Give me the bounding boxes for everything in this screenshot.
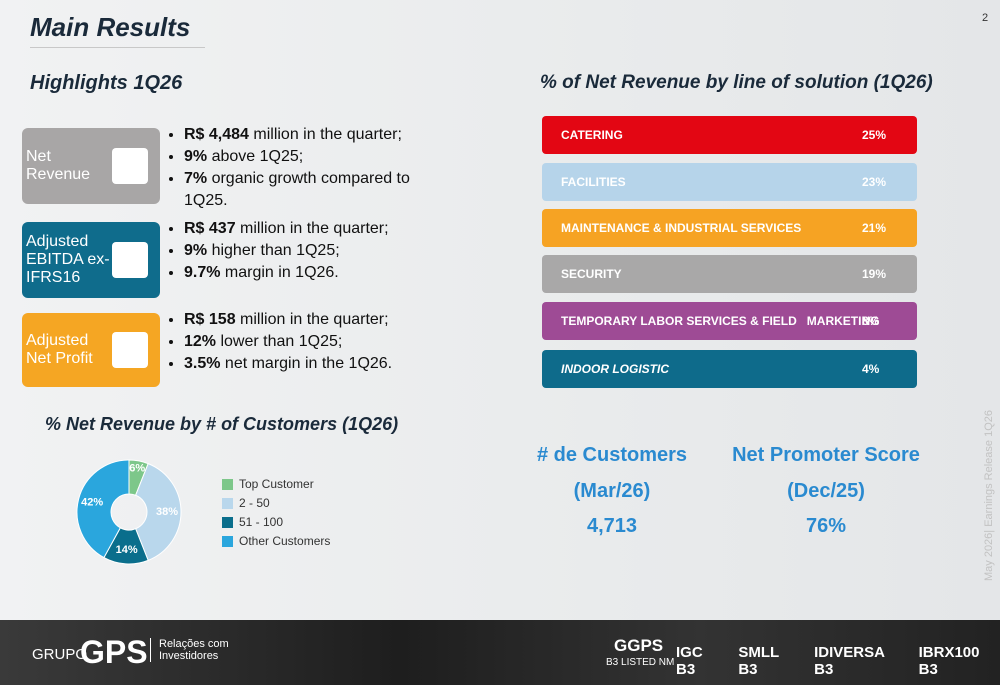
solution-bar: INDOOR LOGISTIC 4% — [542, 350, 917, 388]
section-title: Highlights 1Q26 — [30, 72, 183, 94]
highlight-box: Adjusted EBITDA ex-IFRS16 — [22, 222, 160, 298]
bullet-text: higher than 1Q25; — [207, 242, 340, 259]
index-logo: IGC B3 — [676, 644, 703, 678]
bullet-bold: R$ 437 — [184, 220, 236, 237]
bullet: 3.5% net margin in the 1Q26. — [184, 353, 414, 375]
solution-name: FACILITIES — [561, 175, 626, 189]
bullet: 9% higher than 1Q25; — [184, 240, 414, 262]
kpi-title: # de Customers — [536, 444, 688, 466]
section-title: % of Net Revenue by line of solution (1Q… — [540, 72, 933, 93]
legend-label: Other Customers — [239, 534, 330, 548]
page-number: 2 — [982, 12, 989, 24]
bullet-text: net margin in the 1Q26. — [220, 355, 393, 372]
slice-label: 14% — [116, 544, 138, 556]
footer: GRUPO GPS Relações com Investidores GGPS… — [0, 620, 1000, 685]
solution-share: 21% — [862, 221, 887, 235]
bullet: 7% organic growth compared to 1Q25. — [184, 168, 414, 212]
solution-bar: FACILITIES 23% — [542, 163, 917, 201]
bullet-bold: 7% — [184, 170, 208, 187]
bullet-text: million in the quarter; — [235, 220, 389, 237]
bullet-bold: 9% — [184, 148, 208, 165]
bullet-bold: 12% — [184, 333, 217, 350]
highlight-label: Net Revenue — [26, 148, 91, 183]
solution-share: 23% — [862, 175, 887, 189]
solution-name: TEMPORARY LABOR SERVICES & FIELD MARKETI… — [561, 314, 880, 328]
slice-label: 42% — [81, 496, 103, 508]
solution-bar: CATERING 25% — [542, 116, 917, 154]
indices: IGC B3 SMLL B3 IDIVERSA B3 IBRX100 B3 — [676, 644, 1000, 678]
bullet-text: above 1Q25; — [207, 148, 304, 165]
solution-bar: TEMPORARY LABOR SERVICES & FIELD MARKETI… — [542, 302, 917, 340]
slide-title: Main Results — [30, 12, 191, 42]
highlight-label: Adjusted EBITDA ex-IFRS16 — [26, 233, 110, 286]
solution-share: 25% — [862, 128, 887, 142]
bullet: R$ 4,484 million in the quarter; — [184, 124, 414, 146]
bullet: 9% above 1Q25; — [184, 146, 414, 168]
donut-slice — [134, 463, 182, 561]
solution-share: 8% — [862, 314, 880, 328]
listing: GGPS — [614, 636, 664, 655]
slice-label: 6% — [129, 463, 145, 475]
slice-label: 38% — [156, 506, 178, 518]
kpi-period: (Mar/26) — [573, 480, 651, 502]
brand: GPS — [80, 634, 148, 670]
solution-share: 19% — [862, 267, 887, 281]
highlight-icon — [112, 332, 148, 368]
donut-slice — [76, 459, 130, 559]
kpi-value: 76% — [805, 515, 847, 537]
side-note: May 2026| Earnings Release 1Q26 — [983, 410, 995, 582]
index-logo: IBRX100 B3 — [918, 644, 980, 678]
bullet-text: million in the quarter; — [248, 126, 402, 143]
bullet-text: margin in 1Q26. — [220, 264, 339, 281]
title-rule — [30, 47, 205, 48]
bullet-bold: 9.7% — [184, 264, 221, 281]
solution-bar: MAINTENANCE & INDUSTRIAL SERVICES 21% — [542, 209, 917, 247]
legend-swatch — [222, 536, 233, 547]
bullet: R$ 158 million in the quarter; — [184, 309, 414, 331]
bullet-bold: R$ 4,484 — [184, 126, 249, 143]
solution-share: 4% — [862, 362, 880, 376]
legend-label: 2 - 50 — [239, 496, 270, 510]
index-logo: IDIVERSA B3 — [814, 644, 885, 678]
bullet-text: lower than 1Q25; — [216, 333, 343, 350]
legend-swatch — [222, 517, 233, 528]
legend-swatch — [222, 498, 233, 509]
bullet-list: R$ 4,484 million in the quarter;9% above… — [168, 124, 414, 212]
kpi-title: Net Promoter Score — [732, 444, 920, 466]
bullet-text: million in the quarter; — [235, 311, 389, 328]
bullet: 12% lower than 1Q25; — [184, 331, 414, 353]
solution-name: INDOOR LOGISTIC — [561, 362, 669, 376]
bullet-list: R$ 158 million in the quarter;12% lower … — [168, 309, 414, 375]
legend-swatch — [222, 479, 233, 490]
index-logo: SMLL B3 — [738, 644, 779, 678]
listing-sub: B3 LISTED NM — [606, 657, 675, 668]
legend-label: Top Customer — [239, 477, 314, 491]
donut-chart: 6% Top Customer 38% 2 - 50 14% 51 - 100 42% Oth… — [76, 459, 330, 565]
kpi-period: (Dec/25) — [787, 480, 865, 502]
bullet-bold: 9% — [184, 242, 208, 259]
highlight-box: Net Revenue — [22, 128, 160, 204]
legend-label: 51 - 100 — [239, 515, 283, 529]
highlight-label: Adjusted Net Profit — [26, 332, 93, 367]
highlight-icon — [112, 242, 148, 278]
highlight-box: Adjusted Net Profit — [22, 313, 160, 387]
bullet-bold: R$ 158 — [184, 311, 236, 328]
brand-prefix: GRUPO — [32, 646, 88, 663]
bullet-bold: 3.5% — [184, 355, 221, 372]
bullet-text: organic growth compared to 1Q25. — [184, 170, 410, 209]
solution-name: MAINTENANCE & INDUSTRIAL SERVICES — [561, 221, 802, 235]
bullet: 9.7% margin in 1Q26. — [184, 262, 414, 284]
solution-bar: SECURITY 19% — [542, 255, 917, 293]
solution-name: SECURITY — [561, 267, 622, 281]
chart-title: % Net Revenue by # of Customers (1Q26) — [45, 414, 399, 434]
kpi-value: 4,713 — [586, 515, 638, 537]
highlight-icon — [112, 148, 148, 184]
solution-name: CATERING — [561, 128, 623, 142]
brand-sub: Relações com Investidores — [150, 638, 229, 662]
bullet: R$ 437 million in the quarter; — [184, 218, 414, 240]
bullet-list: R$ 437 million in the quarter;9% higher … — [168, 218, 414, 284]
